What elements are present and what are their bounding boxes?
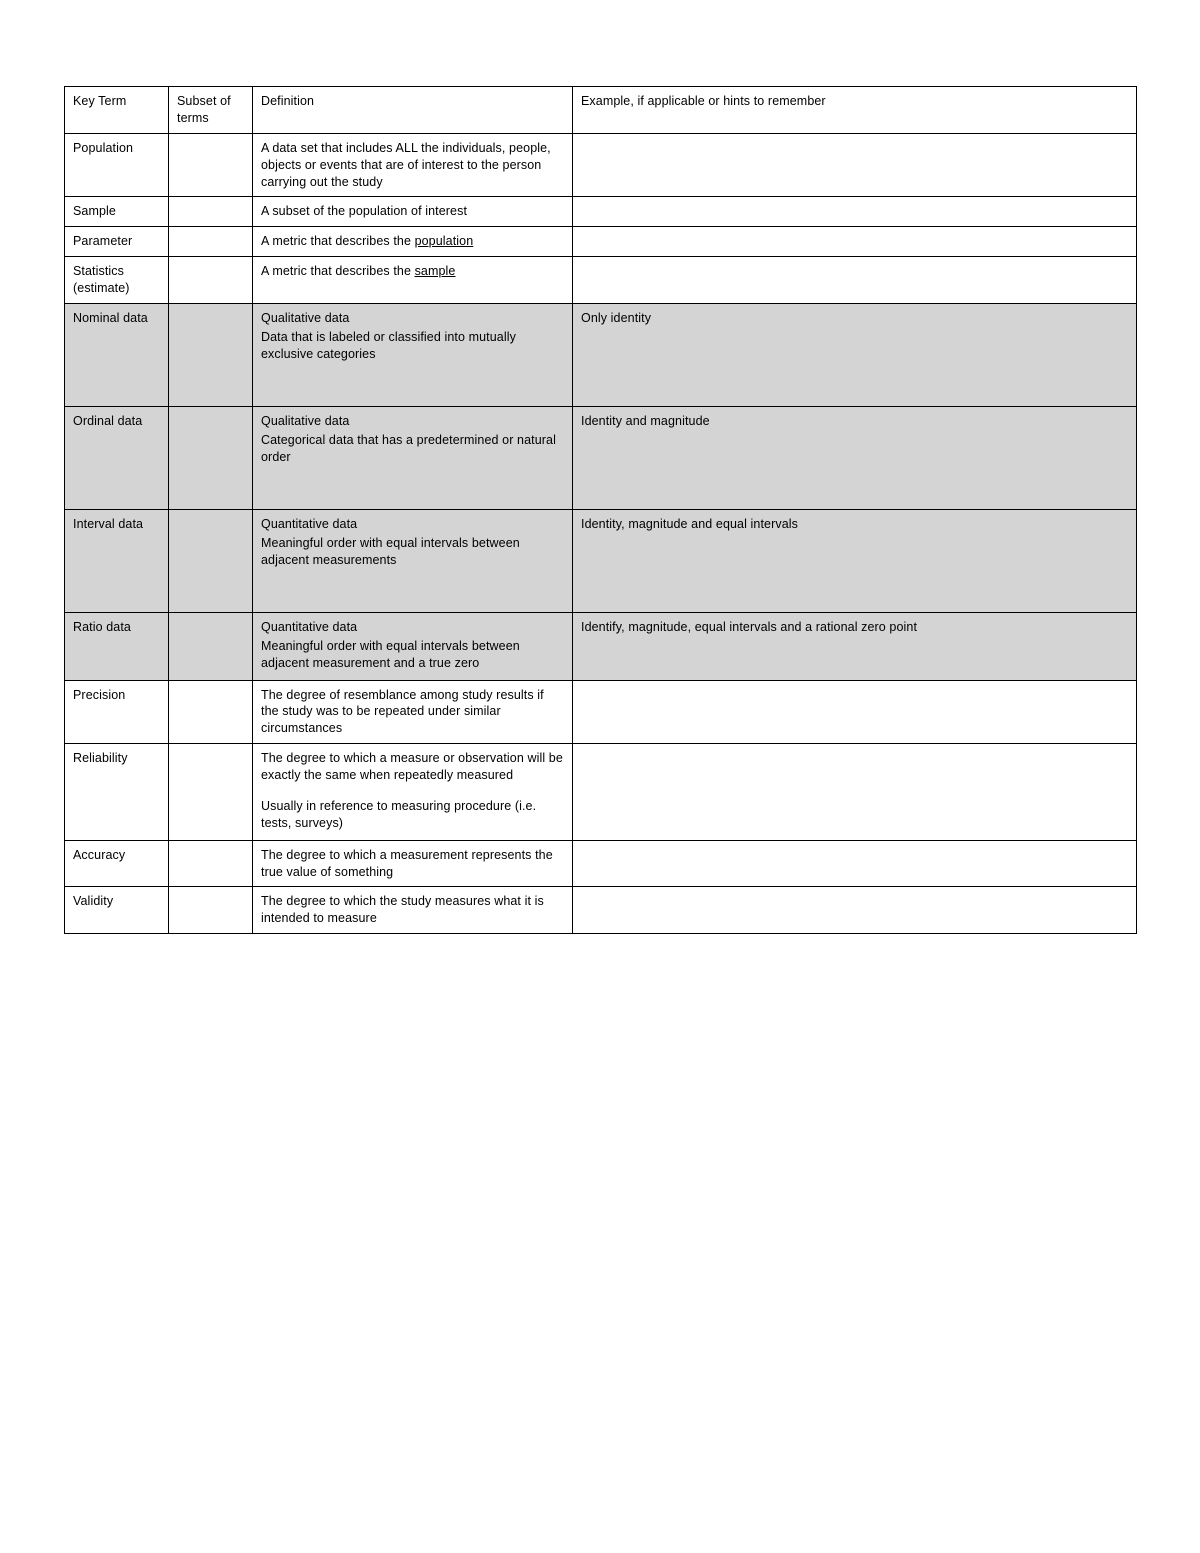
cell-definition: Qualitative data Data that is labeled or…	[253, 303, 573, 406]
cell-term: Validity	[65, 887, 169, 934]
cell-example	[573, 227, 1137, 257]
cell-definition: The degree to which a measure or observa…	[253, 744, 573, 841]
definition-line: Qualitative data	[261, 413, 564, 430]
cell-subset	[169, 133, 253, 197]
cell-example	[573, 257, 1137, 304]
cell-example: Only identity	[573, 303, 1137, 406]
definition-text: A metric that describes the	[261, 264, 415, 278]
table-row: Validity The degree to which the study m…	[65, 887, 1137, 934]
table-row: Statistics (estimate) A metric that desc…	[65, 257, 1137, 304]
cell-subset	[169, 744, 253, 841]
cell-definition: A metric that describes the sample	[253, 257, 573, 304]
cell-definition: A subset of the population of interest	[253, 197, 573, 227]
cell-term: Interval data	[65, 509, 169, 612]
cell-definition: A data set that includes ALL the individ…	[253, 133, 573, 197]
cell-definition: A metric that describes the population	[253, 227, 573, 257]
cell-subset	[169, 612, 253, 680]
cell-subset	[169, 887, 253, 934]
table-row: Accuracy The degree to which a measureme…	[65, 840, 1137, 887]
cell-example	[573, 133, 1137, 197]
table-header-row: Key Term Subset of terms Definition Exam…	[65, 87, 1137, 134]
definition-text: A metric that describes the	[261, 234, 415, 248]
cell-definition: The degree of resemblance among study re…	[253, 680, 573, 744]
definition-line: Quantitative data	[261, 619, 564, 636]
table-row: Parameter A metric that describes the po…	[65, 227, 1137, 257]
cell-definition: The degree to which the study measures w…	[253, 887, 573, 934]
cell-subset	[169, 197, 253, 227]
cell-subset	[169, 406, 253, 509]
table-row: Reliability The degree to which a measur…	[65, 744, 1137, 841]
definition-line: Quantitative data	[261, 516, 564, 533]
cell-example	[573, 744, 1137, 841]
cell-example: Identify, magnitude, equal intervals and…	[573, 612, 1137, 680]
table-row: Population A data set that includes ALL …	[65, 133, 1137, 197]
cell-term: Nominal data	[65, 303, 169, 406]
page: Key Term Subset of terms Definition Exam…	[0, 0, 1200, 1553]
cell-example	[573, 887, 1137, 934]
cell-example	[573, 680, 1137, 744]
cell-term: Ratio data	[65, 612, 169, 680]
col-header-example: Example, if applicable or hints to remem…	[573, 87, 1137, 134]
cell-term: Parameter	[65, 227, 169, 257]
key-terms-table: Key Term Subset of terms Definition Exam…	[64, 86, 1137, 934]
cell-definition: Quantitative data Meaningful order with …	[253, 612, 573, 680]
table-row: Precision The degree of resemblance amon…	[65, 680, 1137, 744]
table-row: Sample A subset of the population of int…	[65, 197, 1137, 227]
cell-term: Population	[65, 133, 169, 197]
cell-term: Reliability	[65, 744, 169, 841]
definition-line: The degree to which a measure or observa…	[261, 750, 564, 784]
definition-underlined: sample	[415, 264, 456, 278]
cell-example: Identity, magnitude and equal intervals	[573, 509, 1137, 612]
cell-subset	[169, 227, 253, 257]
definition-line: Categorical data that has a predetermine…	[261, 432, 564, 466]
cell-term: Precision	[65, 680, 169, 744]
cell-subset	[169, 303, 253, 406]
cell-term: Sample	[65, 197, 169, 227]
cell-example	[573, 840, 1137, 887]
definition-line: Qualitative data	[261, 310, 564, 327]
col-header-definition: Definition	[253, 87, 573, 134]
cell-term: Statistics (estimate)	[65, 257, 169, 304]
cell-subset	[169, 257, 253, 304]
cell-subset	[169, 509, 253, 612]
col-header-key-term: Key Term	[65, 87, 169, 134]
definition-line: Meaningful order with equal intervals be…	[261, 535, 564, 569]
table-row: Interval data Quantitative data Meaningf…	[65, 509, 1137, 612]
cell-subset	[169, 680, 253, 744]
table-row: Nominal data Qualitative data Data that …	[65, 303, 1137, 406]
cell-definition: Quantitative data Meaningful order with …	[253, 509, 573, 612]
cell-definition: The degree to which a measurement repres…	[253, 840, 573, 887]
col-header-subset: Subset of terms	[169, 87, 253, 134]
cell-subset	[169, 840, 253, 887]
cell-term: Ordinal data	[65, 406, 169, 509]
definition-underlined: population	[415, 234, 474, 248]
definition-line: Meaningful order with equal intervals be…	[261, 638, 564, 672]
table-row: Ordinal data Qualitative data Categorica…	[65, 406, 1137, 509]
definition-line: Usually in reference to measuring proced…	[261, 798, 564, 832]
cell-example: Identity and magnitude	[573, 406, 1137, 509]
cell-example	[573, 197, 1137, 227]
table-row: Ratio data Quantitative data Meaningful …	[65, 612, 1137, 680]
cell-definition: Qualitative data Categorical data that h…	[253, 406, 573, 509]
cell-term: Accuracy	[65, 840, 169, 887]
definition-line: Data that is labeled or classified into …	[261, 329, 564, 363]
